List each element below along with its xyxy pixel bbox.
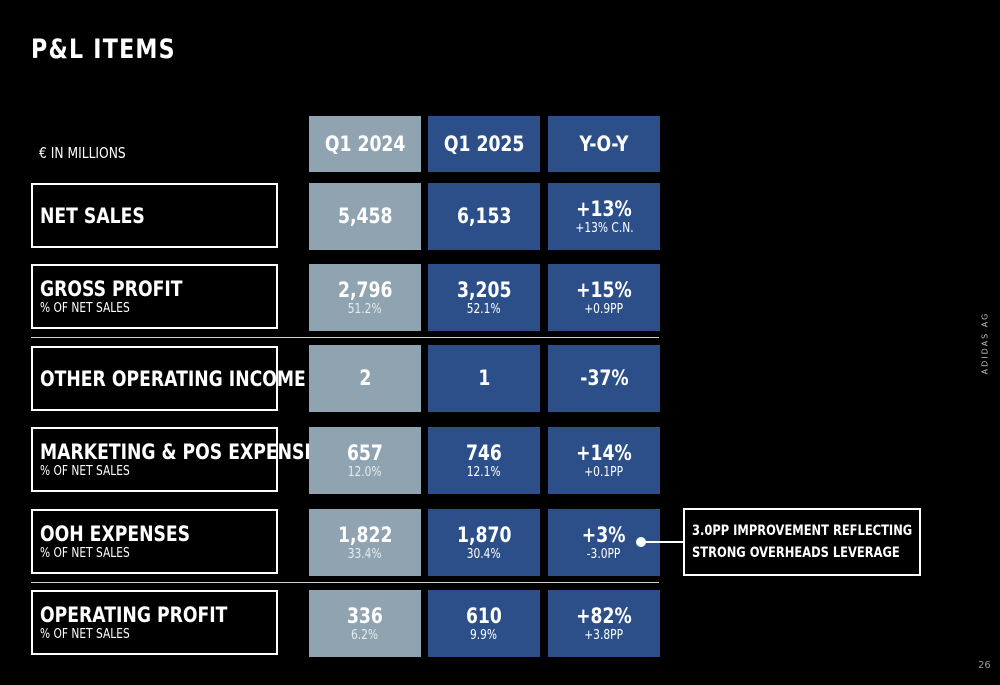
cell-net-sales-q1-2024: 5,458 [309, 183, 421, 250]
cell-operating-profit-q1-2025: 610 9.9% [428, 590, 540, 657]
column-header-q1-2025: Q1 2025 [428, 116, 540, 172]
cell-operating-profit-q1-2024: 336 6.2% [309, 590, 421, 657]
callout-line-2: STRONG OVERHEADS LEVERAGE [692, 545, 900, 561]
section-divider [31, 337, 659, 338]
row-label-operating-profit: OPERATING PROFIT % OF NET SALES [31, 590, 278, 655]
cell-operating-profit-yoy: +82% +3.8PP [548, 590, 660, 657]
cell-marketing-q1-2025: 746 12.1% [428, 427, 540, 494]
callout-connector [639, 541, 683, 543]
cell-ooh-q1-2025: 1,870 30.4% [428, 509, 540, 576]
row-label-ooh-expenses: OOH EXPENSES % OF NET SALES [31, 509, 278, 574]
row-label-text: NET SALES [40, 203, 145, 228]
row-label-gross-profit: GROSS PROFIT % OF NET SALES [31, 264, 278, 329]
cell-net-sales-yoy: +13% +13% C.N. [548, 183, 660, 250]
company-side-label: ADIDAS AG [980, 311, 990, 375]
row-label-marketing-pos-expenses: MARKETING & POS EXPENSES % OF NET SALES [31, 427, 329, 492]
row-label-other-operating-income: OTHER OPERATING INCOME [31, 346, 306, 411]
column-header-q1-2024: Q1 2024 [309, 116, 421, 172]
unit-label: € IN MILLIONS [39, 144, 126, 162]
callout-dot [636, 537, 646, 547]
cell-other-income-q1-2025: 1 [428, 345, 540, 412]
page-number: 26 [978, 660, 991, 671]
cell-other-income-yoy: -37% [548, 345, 660, 412]
cell-net-sales-q1-2025: 6,153 [428, 183, 540, 250]
callout-box: 3.0PP IMPROVEMENT REFLECTING STRONG OVER… [683, 508, 921, 576]
cell-gross-profit-q1-2024: 2,796 51.2% [309, 264, 421, 331]
cell-gross-profit-q1-2025: 3,205 52.1% [428, 264, 540, 331]
callout-line-1: 3.0PP IMPROVEMENT REFLECTING [692, 523, 913, 539]
cell-marketing-yoy: +14% +0.1PP [548, 427, 660, 494]
cell-marketing-q1-2024: 657 12.0% [309, 427, 421, 494]
row-label-net-sales: NET SALES [31, 183, 278, 248]
section-divider [31, 582, 659, 583]
cell-ooh-q1-2024: 1,822 33.4% [309, 509, 421, 576]
column-header-yoy: Y-O-Y [548, 116, 660, 172]
cell-other-income-q1-2024: 2 [309, 345, 421, 412]
cell-gross-profit-yoy: +15% +0.9PP [548, 264, 660, 331]
page-title: P&L ITEMS [31, 34, 176, 65]
